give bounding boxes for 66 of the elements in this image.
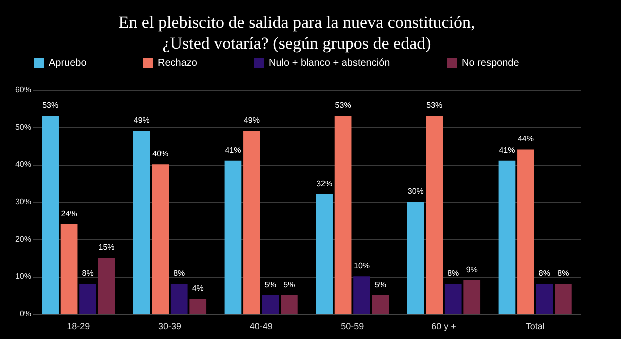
bar xyxy=(224,160,242,314)
data-label: 5% xyxy=(264,280,276,290)
x-tick-label: 50-59 xyxy=(341,322,364,332)
legend-label: Nulo + blanco + abstención xyxy=(269,58,390,69)
bar xyxy=(334,116,352,314)
bar xyxy=(244,131,260,314)
bar xyxy=(170,284,188,314)
y-tick-label: 0% xyxy=(20,310,32,318)
data-label: 41% xyxy=(225,146,242,155)
bar xyxy=(281,295,298,314)
data-label: 53% xyxy=(42,101,59,110)
data-label: 32% xyxy=(316,180,333,189)
data-label: 8% xyxy=(558,269,570,278)
x-tick-label: 60 y + xyxy=(432,322,456,332)
data-label: 8% xyxy=(174,269,186,278)
data-label: 53% xyxy=(335,101,352,110)
bar xyxy=(190,299,207,314)
bar xyxy=(354,276,370,314)
data-label: 53% xyxy=(426,101,443,110)
data-label: 41% xyxy=(499,146,516,155)
bar xyxy=(498,160,516,314)
data-label: 9% xyxy=(466,265,478,274)
bar xyxy=(426,116,444,314)
x-tick-label: Total xyxy=(526,322,545,332)
y-tick-label: 30% xyxy=(15,198,32,206)
data-label: 5% xyxy=(374,280,387,290)
bar xyxy=(536,284,554,314)
bar xyxy=(316,194,333,314)
bar xyxy=(60,224,78,314)
bar xyxy=(372,295,390,314)
data-label: 8% xyxy=(538,269,550,278)
data-label: 30% xyxy=(408,187,424,196)
legend-label: No responde xyxy=(462,58,520,69)
y-tick-label: 60% xyxy=(15,86,32,94)
legend-label: Apruebo xyxy=(49,58,88,69)
y-tick-label: 50% xyxy=(15,122,32,132)
bar xyxy=(555,284,572,314)
x-tick-label: 40-49 xyxy=(250,322,273,332)
bar xyxy=(80,284,96,314)
y-tick-label: 10% xyxy=(15,272,32,282)
bar xyxy=(464,280,481,314)
data-label: 49% xyxy=(244,116,260,126)
bar xyxy=(133,131,150,314)
bar xyxy=(42,116,59,314)
bar xyxy=(98,258,116,314)
y-tick-label: 40% xyxy=(15,160,32,170)
data-label: 49% xyxy=(134,116,150,126)
data-label: 24% xyxy=(61,209,78,218)
legend-label: Rechazo xyxy=(158,58,198,69)
bar xyxy=(444,284,462,314)
x-tick-label: 30-39 xyxy=(158,322,182,332)
bar xyxy=(262,295,280,314)
bar xyxy=(407,202,424,314)
data-label: 8% xyxy=(82,269,94,278)
data-label: 15% xyxy=(98,243,115,252)
data-label: 44% xyxy=(518,134,534,144)
data-label: 40% xyxy=(152,150,169,159)
bar xyxy=(152,164,170,314)
data-label: 5% xyxy=(284,280,296,290)
y-tick-label: 20% xyxy=(15,234,32,244)
x-tick-label: 18-29 xyxy=(67,322,90,332)
data-label: 10% xyxy=(354,262,370,271)
bar xyxy=(518,150,534,314)
data-label: 4% xyxy=(192,284,204,294)
chart-title: En el plebiscito de salida para la nueva constitución, ¿Usted votaría? (según grupos de edad) xyxy=(118,13,476,53)
data-label: 8% xyxy=(448,269,460,278)
